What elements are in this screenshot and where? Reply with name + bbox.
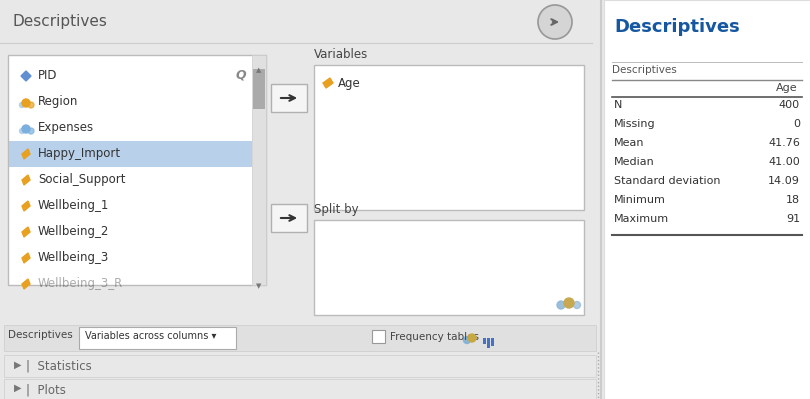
Text: Minimum: Minimum xyxy=(614,195,666,205)
Text: Q: Q xyxy=(236,69,246,82)
Text: Maximum: Maximum xyxy=(614,214,669,224)
Text: ▲: ▲ xyxy=(256,67,262,73)
Text: Age: Age xyxy=(338,77,360,90)
FancyBboxPatch shape xyxy=(314,220,584,315)
Text: Happy_Import: Happy_Import xyxy=(38,147,122,160)
Text: Wellbeing_3_R: Wellbeing_3_R xyxy=(38,277,123,290)
Circle shape xyxy=(557,301,565,309)
FancyBboxPatch shape xyxy=(0,0,600,399)
Circle shape xyxy=(564,298,574,308)
Polygon shape xyxy=(22,175,30,185)
Text: 0: 0 xyxy=(793,119,800,129)
Circle shape xyxy=(468,334,476,342)
Text: Variables: Variables xyxy=(314,48,369,61)
FancyBboxPatch shape xyxy=(4,325,596,351)
Text: Frequency tables: Frequency tables xyxy=(390,332,479,342)
Text: Descriptives: Descriptives xyxy=(612,65,676,75)
Bar xyxy=(487,338,489,348)
Polygon shape xyxy=(323,78,333,88)
Polygon shape xyxy=(22,279,30,289)
FancyBboxPatch shape xyxy=(372,330,385,343)
Text: ▼: ▼ xyxy=(256,283,262,289)
Circle shape xyxy=(28,128,34,134)
Text: |  Statistics: | Statistics xyxy=(26,360,92,373)
Circle shape xyxy=(538,5,572,39)
FancyBboxPatch shape xyxy=(9,141,252,167)
Polygon shape xyxy=(22,149,30,159)
Text: Wellbeing_1: Wellbeing_1 xyxy=(38,199,109,212)
Text: Wellbeing_3: Wellbeing_3 xyxy=(38,251,109,264)
Text: 91: 91 xyxy=(786,214,800,224)
Bar xyxy=(483,338,485,344)
Text: Missing: Missing xyxy=(614,119,655,129)
Text: Split by: Split by xyxy=(314,203,359,216)
Text: PID: PID xyxy=(38,69,58,82)
Text: 400: 400 xyxy=(779,100,800,110)
Circle shape xyxy=(463,336,471,344)
Text: Expenses: Expenses xyxy=(38,121,94,134)
Polygon shape xyxy=(22,227,30,237)
FancyBboxPatch shape xyxy=(271,84,307,112)
Text: Descriptives: Descriptives xyxy=(12,14,107,29)
Circle shape xyxy=(19,128,24,134)
FancyBboxPatch shape xyxy=(8,55,266,285)
Circle shape xyxy=(22,99,30,107)
Polygon shape xyxy=(22,201,30,211)
Text: Social_Support: Social_Support xyxy=(38,173,126,186)
Circle shape xyxy=(28,102,34,108)
FancyBboxPatch shape xyxy=(4,379,596,399)
Text: 14.09: 14.09 xyxy=(768,176,800,186)
Text: 18: 18 xyxy=(786,195,800,205)
Polygon shape xyxy=(21,71,31,81)
Text: ▶: ▶ xyxy=(14,383,22,393)
Text: |  Plots: | Plots xyxy=(26,383,66,396)
Text: ▶: ▶ xyxy=(14,360,22,370)
FancyBboxPatch shape xyxy=(252,55,266,285)
Circle shape xyxy=(22,125,30,133)
Text: Descriptives: Descriptives xyxy=(8,330,73,340)
FancyBboxPatch shape xyxy=(604,0,810,399)
Text: 41.76: 41.76 xyxy=(768,138,800,148)
FancyBboxPatch shape xyxy=(271,204,307,232)
FancyBboxPatch shape xyxy=(314,65,584,210)
FancyBboxPatch shape xyxy=(4,355,596,377)
Bar xyxy=(491,338,493,346)
Polygon shape xyxy=(22,253,30,263)
Text: Age: Age xyxy=(776,83,798,93)
Text: 41.00: 41.00 xyxy=(768,157,800,167)
Circle shape xyxy=(573,302,581,308)
FancyBboxPatch shape xyxy=(253,69,265,109)
Text: N: N xyxy=(614,100,622,110)
Text: Wellbeing_2: Wellbeing_2 xyxy=(38,225,109,238)
Text: Standard deviation: Standard deviation xyxy=(614,176,721,186)
Text: Mean: Mean xyxy=(614,138,645,148)
Text: Variables across columns ▾: Variables across columns ▾ xyxy=(85,331,216,341)
Text: Median: Median xyxy=(614,157,654,167)
Text: Region: Region xyxy=(38,95,79,108)
Circle shape xyxy=(19,103,24,107)
FancyBboxPatch shape xyxy=(79,327,236,349)
Text: Descriptives: Descriptives xyxy=(614,18,740,36)
